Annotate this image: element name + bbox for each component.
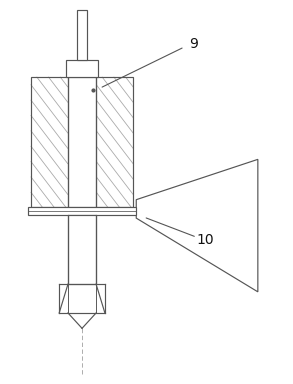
Bar bbox=[28, 207, 136, 215]
Text: 9: 9 bbox=[189, 37, 198, 51]
Text: 10: 10 bbox=[196, 233, 214, 247]
Bar bbox=[31, 77, 133, 207]
Bar bbox=[77, 10, 87, 60]
Bar bbox=[66, 60, 98, 77]
Polygon shape bbox=[59, 284, 105, 328]
Polygon shape bbox=[136, 159, 258, 292]
Bar bbox=[68, 215, 96, 284]
Bar bbox=[68, 77, 96, 207]
